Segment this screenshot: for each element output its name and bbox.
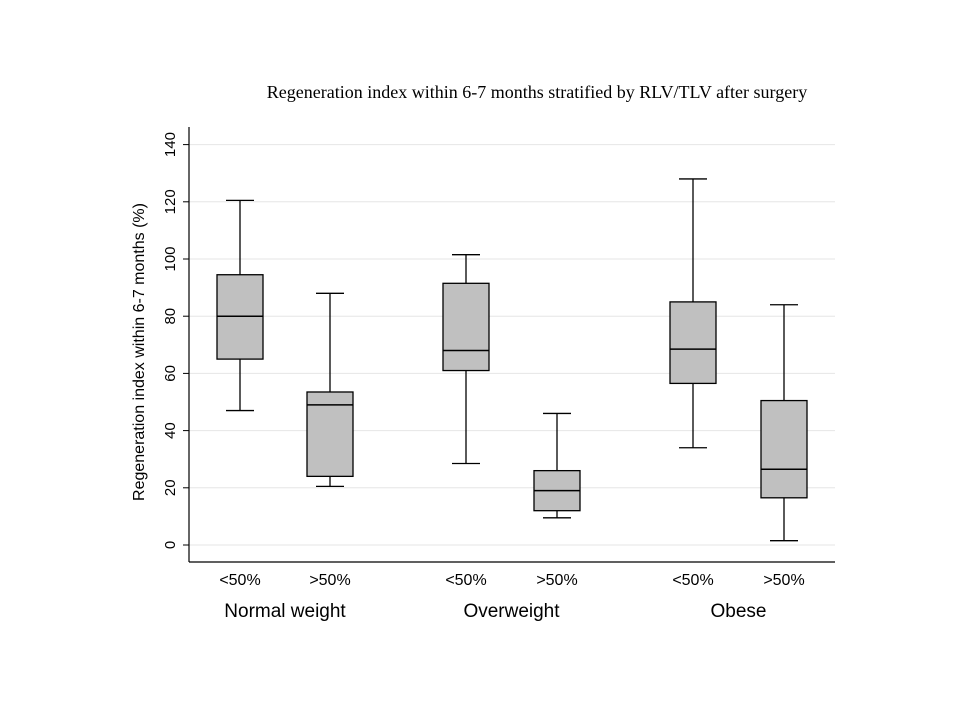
grid-lines xyxy=(189,144,835,546)
y-tick-label: 80 xyxy=(162,308,179,325)
group-label: Obese xyxy=(711,601,767,622)
iqr-box xyxy=(306,391,354,478)
chart-title: Regeneration index within 6-7 months str… xyxy=(267,82,807,102)
y-tick-label: 140 xyxy=(162,132,179,157)
category-label: <50% xyxy=(672,572,713,589)
y-tick-label: 100 xyxy=(162,246,179,271)
iqr-box xyxy=(669,301,717,385)
category-label: >50% xyxy=(309,572,350,589)
group-label: Normal weight xyxy=(224,601,346,622)
box-2-0 xyxy=(669,178,717,449)
y-axis-title: Regeneration index within 6-7 months (%) xyxy=(131,203,148,501)
box-1-0 xyxy=(442,254,490,465)
y-tick-label: 120 xyxy=(162,189,179,214)
y-tick-label: 40 xyxy=(162,422,179,439)
category-label: >50% xyxy=(536,572,577,589)
group-label: Overweight xyxy=(463,601,560,622)
y-tick-label: 20 xyxy=(162,479,179,496)
iqr-box xyxy=(442,282,490,372)
category-labels: <50% >50% Normal weight <50% >50% Overweight <… xyxy=(219,572,804,622)
box-0-1 xyxy=(306,292,354,488)
y-tick-label: 60 xyxy=(162,365,179,382)
axes: 0 20 40 60 80 100 120 140 xyxy=(162,127,835,563)
box-1-1 xyxy=(533,412,581,519)
iqr-box xyxy=(760,399,808,499)
category-label: >50% xyxy=(763,572,804,589)
boxes xyxy=(216,178,808,542)
box-2-1 xyxy=(760,304,808,542)
box-0-0 xyxy=(216,199,264,412)
y-tick-label: 0 xyxy=(162,541,179,549)
category-label: <50% xyxy=(219,572,260,589)
category-label: <50% xyxy=(445,572,486,589)
